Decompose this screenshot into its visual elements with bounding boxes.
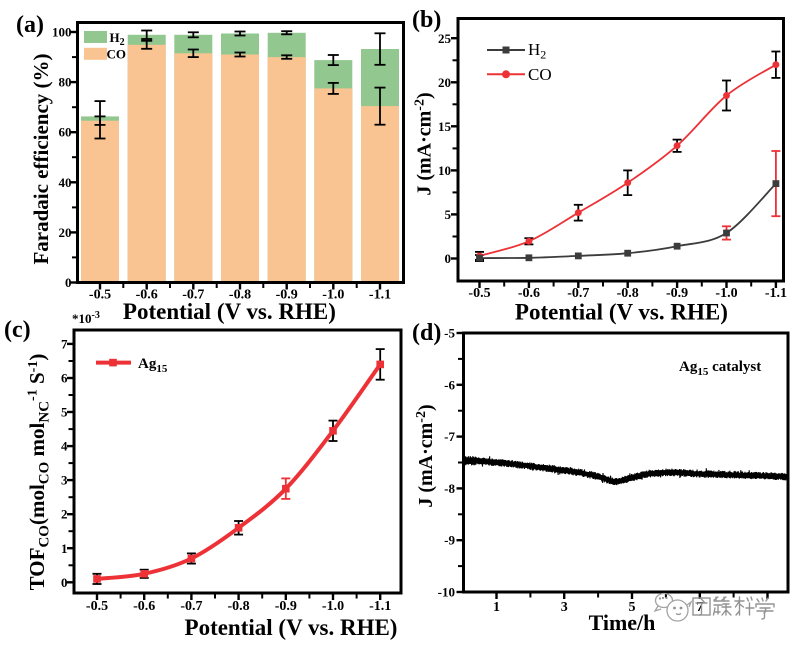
svg-text:0: 0 xyxy=(61,575,68,590)
svg-text:J (mA·cm-2): J (mA·cm-2) xyxy=(413,92,436,195)
svg-text:1: 1 xyxy=(61,541,68,556)
svg-text:20: 20 xyxy=(59,225,72,240)
svg-text:-0.5: -0.5 xyxy=(89,288,111,303)
svg-text:-1.0: -1.0 xyxy=(715,286,737,301)
svg-text:5: 5 xyxy=(61,405,68,420)
svg-text:-10: -10 xyxy=(438,585,455,600)
svg-text:-8: -8 xyxy=(444,481,455,496)
svg-text:-1.1: -1.1 xyxy=(369,288,391,303)
svg-text:-1.1: -1.1 xyxy=(369,599,391,614)
svg-text:60: 60 xyxy=(59,125,72,140)
svg-text:-0.8: -0.8 xyxy=(617,286,639,301)
svg-text:-0.8: -0.8 xyxy=(229,288,251,303)
svg-text:-1.1: -1.1 xyxy=(765,286,787,301)
svg-text:Potential (V vs. RHE): Potential (V vs. RHE) xyxy=(515,300,728,325)
svg-text:-9: -9 xyxy=(444,533,455,548)
svg-text:-6: -6 xyxy=(444,377,455,392)
svg-text:5: 5 xyxy=(445,207,452,222)
svg-text:0: 0 xyxy=(65,275,72,290)
svg-text:2: 2 xyxy=(61,507,68,522)
svg-text:-0.7: -0.7 xyxy=(182,288,204,303)
svg-text:10: 10 xyxy=(438,163,451,178)
svg-text:4: 4 xyxy=(61,439,68,454)
svg-text:-0.8: -0.8 xyxy=(228,599,250,614)
svg-text:-1.0: -1.0 xyxy=(322,288,344,303)
svg-text:(a): (a) xyxy=(16,12,44,38)
svg-text:J (mA·cm-2): J (mA·cm-2) xyxy=(414,404,437,507)
svg-text:-0.5: -0.5 xyxy=(468,286,490,301)
svg-text:7: 7 xyxy=(61,336,68,351)
svg-text:Faradaic efficiency (%): Faradaic efficiency (%) xyxy=(29,53,53,264)
svg-text:0: 0 xyxy=(445,251,452,266)
svg-text:CO: CO xyxy=(528,65,552,84)
svg-text:-0.9: -0.9 xyxy=(666,286,688,301)
svg-text:3: 3 xyxy=(561,600,568,615)
svg-text:-1.0: -1.0 xyxy=(322,599,344,614)
svg-text:Potential (V vs. RHE): Potential (V vs. RHE) xyxy=(123,299,336,324)
svg-text:5: 5 xyxy=(629,600,636,615)
svg-text:20: 20 xyxy=(438,75,451,90)
svg-text:6: 6 xyxy=(61,371,68,386)
svg-text:Potential (V vs. RHE): Potential (V vs. RHE) xyxy=(185,615,398,640)
svg-text:-0.6: -0.6 xyxy=(133,599,155,614)
svg-text:1: 1 xyxy=(493,600,500,615)
svg-text:-0.5: -0.5 xyxy=(86,599,108,614)
svg-text:-7: -7 xyxy=(444,429,455,444)
svg-text:100: 100 xyxy=(52,25,72,40)
svg-text:40: 40 xyxy=(59,175,72,190)
svg-text:(d): (d) xyxy=(412,320,441,346)
svg-text:-0.6: -0.6 xyxy=(136,288,158,303)
svg-text:Time/h: Time/h xyxy=(589,610,656,635)
svg-text:(b): (b) xyxy=(412,7,441,33)
svg-text:-0.9: -0.9 xyxy=(275,599,297,614)
svg-text:(c): (c) xyxy=(4,317,31,343)
svg-text:25: 25 xyxy=(438,31,452,46)
svg-text:7: 7 xyxy=(696,600,703,615)
svg-text:15: 15 xyxy=(438,119,452,134)
svg-text:CO: CO xyxy=(107,47,127,62)
svg-text:80: 80 xyxy=(59,75,72,90)
svg-text:-5: -5 xyxy=(444,326,455,341)
svg-text:-0.9: -0.9 xyxy=(276,288,298,303)
svg-text:-0.6: -0.6 xyxy=(518,286,540,301)
svg-text:-0.7: -0.7 xyxy=(180,599,202,614)
svg-text:-0.7: -0.7 xyxy=(567,286,589,301)
svg-text:3: 3 xyxy=(61,473,68,488)
